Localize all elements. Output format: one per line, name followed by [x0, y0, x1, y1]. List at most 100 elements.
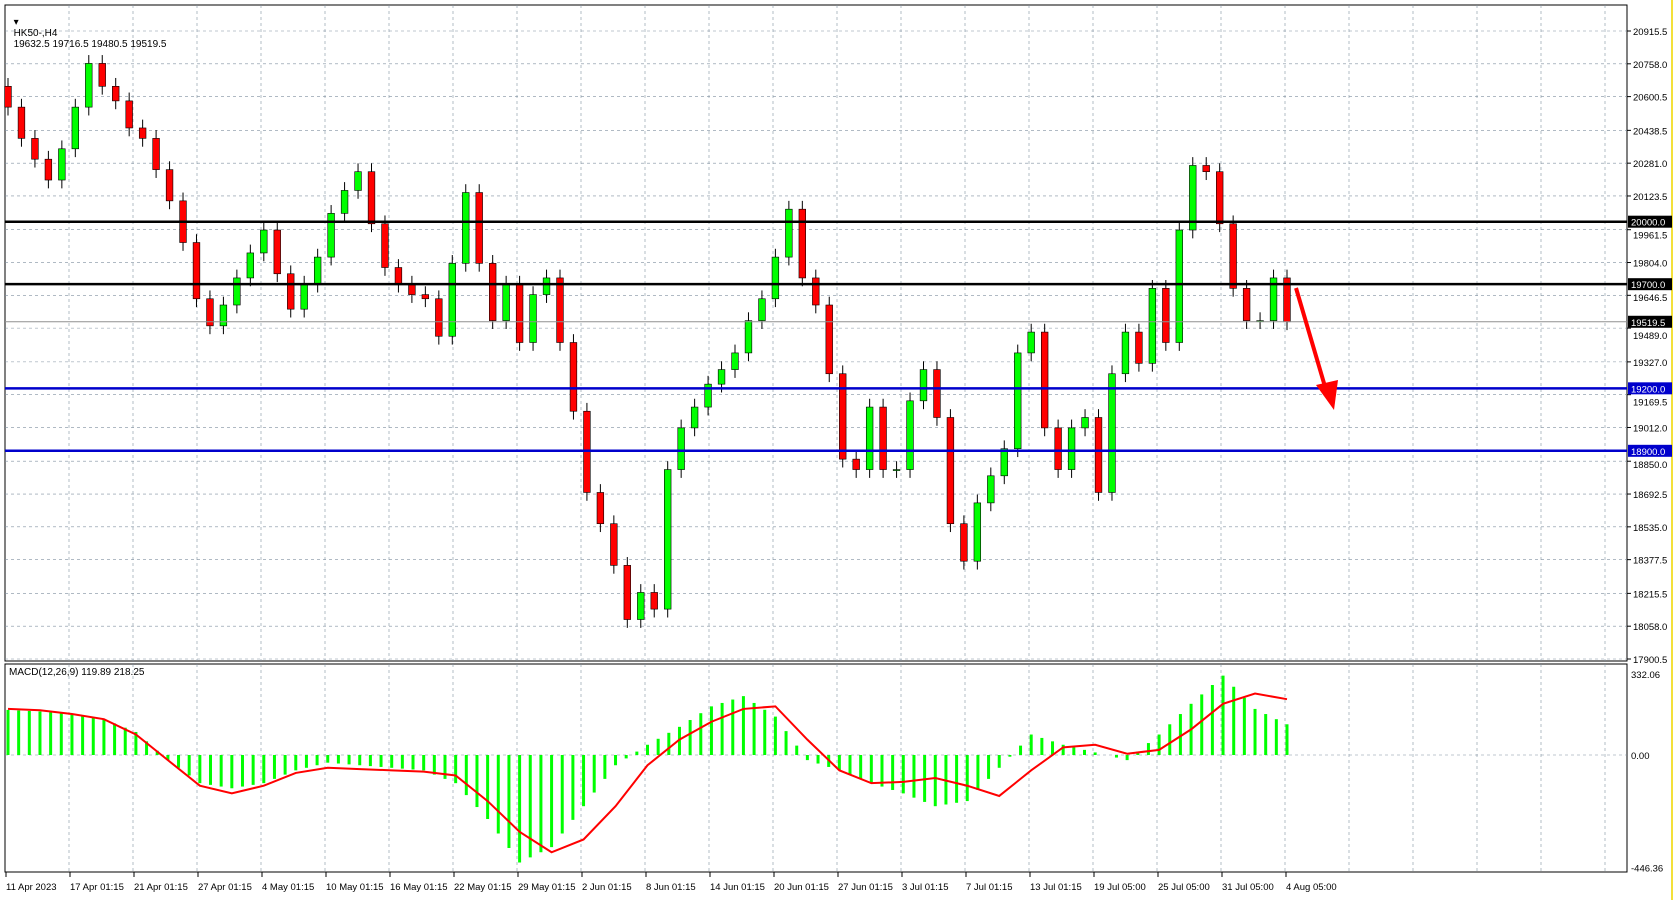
- candle-bull: [448, 263, 456, 337]
- candle-bear: [435, 298, 443, 337]
- x-tick-label: 2 Jun 01:15: [582, 882, 632, 893]
- candle-bull: [542, 277, 551, 295]
- level-label: 20000.0: [1631, 218, 1665, 229]
- x-tick-label: 4 May 01:15: [262, 882, 314, 893]
- candle-bear: [421, 294, 430, 300]
- candle-bull: [744, 320, 753, 354]
- candle-bear: [1202, 165, 1210, 173]
- price-panel: [4, 4, 1628, 662]
- candle-bear: [273, 229, 281, 275]
- candle-bear: [381, 223, 389, 268]
- price-tick-label: 19646.5: [1633, 293, 1667, 304]
- price-tick-label: 19012.0: [1633, 423, 1667, 434]
- level-label-bg: [1628, 444, 1672, 457]
- candle-bear: [287, 273, 295, 310]
- candle-bull: [1108, 373, 1116, 493]
- candle-bear: [206, 298, 214, 327]
- candle-bear: [489, 263, 497, 321]
- candle-bull: [1175, 229, 1183, 343]
- candle-bear: [475, 192, 483, 264]
- x-tick-label: 10 May 01:15: [326, 882, 384, 893]
- candle-bear: [112, 86, 120, 102]
- candle-bear: [1162, 288, 1170, 343]
- level-label-bg: [1628, 315, 1672, 328]
- level-label-bg: [1628, 215, 1672, 228]
- candle-bear: [812, 277, 820, 306]
- candle-bear: [933, 369, 941, 418]
- candle-bear: [650, 592, 658, 610]
- x-tick-label: 4 Aug 05:00: [1286, 882, 1337, 893]
- x-tick-label: 31 Jul 05:00: [1222, 882, 1274, 893]
- x-tick-label: 22 May 01:15: [454, 882, 512, 893]
- candle-bull: [1067, 427, 1076, 470]
- candle-bear: [825, 304, 833, 375]
- candle-bull: [717, 369, 726, 385]
- candle-bull: [260, 229, 268, 254]
- chart-header: ▾ HK50-,H4 19632.5 19716.5 19480.5 19519…: [8, 6, 167, 50]
- x-tick-label: 27 Jun 01:15: [838, 882, 893, 893]
- candle-bull: [85, 63, 93, 108]
- candle-bull: [502, 283, 510, 321]
- candle-bull: [892, 469, 901, 471]
- price-tick-label: 19169.5: [1633, 397, 1667, 408]
- candle-bear: [556, 277, 564, 343]
- price-tick-label: 20600.5: [1633, 93, 1667, 104]
- x-tick-label: 19 Jul 05:00: [1094, 882, 1146, 893]
- candle-bull: [1000, 448, 1008, 477]
- x-tick-label: 3 Jul 01:15: [902, 882, 948, 893]
- candle-bull: [690, 406, 699, 429]
- candle-bear: [17, 106, 26, 139]
- candle-bear: [408, 283, 416, 295]
- x-tick-label: 14 Jun 01:15: [710, 882, 765, 893]
- candle-bull: [219, 304, 228, 327]
- candle-bull: [758, 298, 766, 321]
- candle-bull: [529, 294, 537, 343]
- price-tick-label: 18535.0: [1633, 523, 1667, 534]
- candle-bull: [327, 213, 335, 258]
- x-tick-label: 25 Jul 05:00: [1158, 882, 1210, 893]
- candle-bull: [664, 469, 672, 610]
- price-tick-label: 19327.0: [1633, 358, 1667, 369]
- x-tick-label: 7 Jul 01:15: [966, 882, 1012, 893]
- collapse-triangle-icon[interactable]: ▾: [13, 17, 19, 28]
- arrow-head-icon: [1316, 380, 1338, 410]
- x-tick-label: 13 Jul 01:15: [1030, 882, 1082, 893]
- candle-bear: [394, 267, 403, 285]
- candle-bear: [960, 523, 968, 562]
- level-label-bg: [1628, 278, 1672, 291]
- candle-bear: [839, 373, 847, 460]
- price-tick-label: 20758.0: [1633, 60, 1667, 71]
- candle-bear: [946, 417, 955, 525]
- candle-bear: [596, 492, 605, 525]
- candle-bull: [71, 106, 79, 150]
- candle-bear: [623, 565, 631, 620]
- level-label: 19200.0: [1631, 384, 1665, 395]
- level-label-bg: [1628, 382, 1672, 395]
- candle-bear: [165, 169, 174, 202]
- arrow-down-icon: [1294, 287, 1328, 391]
- price-tick-label: 17900.5: [1633, 655, 1667, 666]
- candle-bull: [1081, 417, 1089, 429]
- candle-bear: [1094, 417, 1103, 493]
- candle-bear: [192, 242, 201, 300]
- candle-bear: [569, 342, 578, 412]
- x-tick-label: 29 May 01:15: [518, 882, 576, 893]
- candle-bear: [98, 63, 106, 87]
- candle-bear: [152, 138, 160, 170]
- candle-bull: [704, 383, 712, 408]
- price-tick-label: 18850.0: [1633, 460, 1667, 471]
- candle-bear: [44, 158, 53, 181]
- price-tick-label: 18215.5: [1633, 589, 1667, 600]
- candle-bull: [1148, 288, 1157, 364]
- price-tick-label: 19489.0: [1633, 331, 1667, 342]
- x-tick-label: 17 Apr 01:15: [70, 882, 124, 893]
- candle-bear: [515, 283, 524, 343]
- macd-signal-line: [7, 692, 1288, 854]
- candle-bear: [138, 127, 147, 139]
- candle-bull: [313, 256, 322, 285]
- x-tick-label: 8 Jun 01:15: [646, 882, 696, 893]
- level-label: 19700.0: [1631, 280, 1665, 291]
- candle-bear: [610, 523, 618, 566]
- macd-tick-label: 0.00: [1631, 751, 1650, 762]
